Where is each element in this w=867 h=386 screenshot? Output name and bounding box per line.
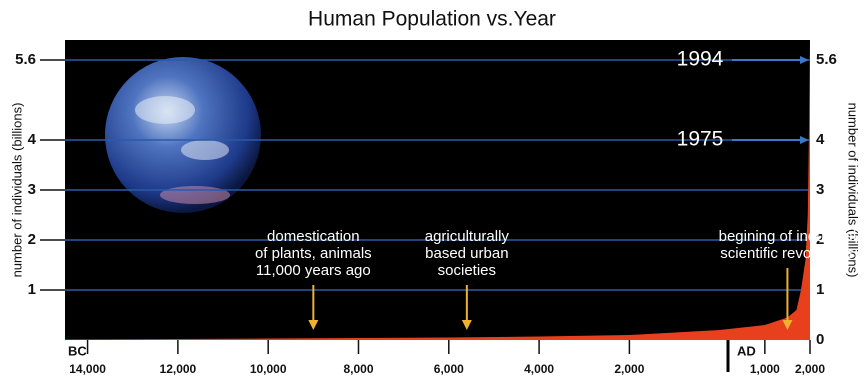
y-axis-label: number of individuals (billions) [9, 103, 24, 278]
marker-arrowhead [800, 56, 809, 64]
x-tick-label: 10,000 [250, 362, 287, 376]
marker-label: 1994 [677, 48, 724, 71]
chart-title: Human Population vs.Year [308, 8, 556, 31]
y-tick-label: 3 [28, 181, 36, 198]
y-tick-label: 1 [28, 281, 36, 298]
annotation-text: scientific revolutions [720, 245, 854, 262]
x-tick-label: 4,000 [524, 362, 554, 376]
y-tick-label: 4 [28, 131, 37, 148]
x-tick-label: 2,000 [614, 362, 644, 376]
y2-axis-label: number of individuals (billions) [846, 103, 861, 278]
annotation-arrowhead [782, 320, 793, 330]
era-label: AD [737, 343, 756, 358]
y2-tick-label: 4 [816, 131, 825, 148]
annotation-text: societies [438, 262, 496, 279]
annotation-text: of plants, animals [255, 245, 372, 262]
y-tick-label: 5.6 [15, 51, 36, 68]
annotation-arrowhead [461, 320, 472, 330]
annotation-text: based urban [425, 245, 508, 262]
y2-tick-label: 5.6 [816, 51, 837, 68]
x-tick-label: 8,000 [343, 362, 373, 376]
marker-label: 1975 [677, 128, 724, 151]
x-tick-label: 2,000 [795, 362, 825, 376]
x-tick-label: 1,000 [750, 362, 780, 376]
annotation-text: agriculturally [425, 228, 510, 245]
marker-arrowhead [800, 136, 809, 144]
x-tick-label: 14,000 [69, 362, 106, 376]
y2-tick-label: 1 [816, 281, 824, 298]
x-tick-label: 6,000 [434, 362, 464, 376]
x-tick-label: 12,000 [160, 362, 197, 376]
era-label: BC [68, 343, 87, 358]
annotation-text: 11,000 years ago [256, 262, 371, 279]
y2-tick-label: 3 [816, 181, 824, 198]
y-tick-label: 2 [28, 231, 36, 248]
annotation-text: domestication [267, 228, 360, 245]
y2-tick-label: 0 [816, 331, 824, 348]
annotation-arrowhead [308, 320, 319, 330]
y2-tick-label: 2 [816, 231, 824, 248]
annotation-text: begining of industrial [719, 228, 857, 245]
